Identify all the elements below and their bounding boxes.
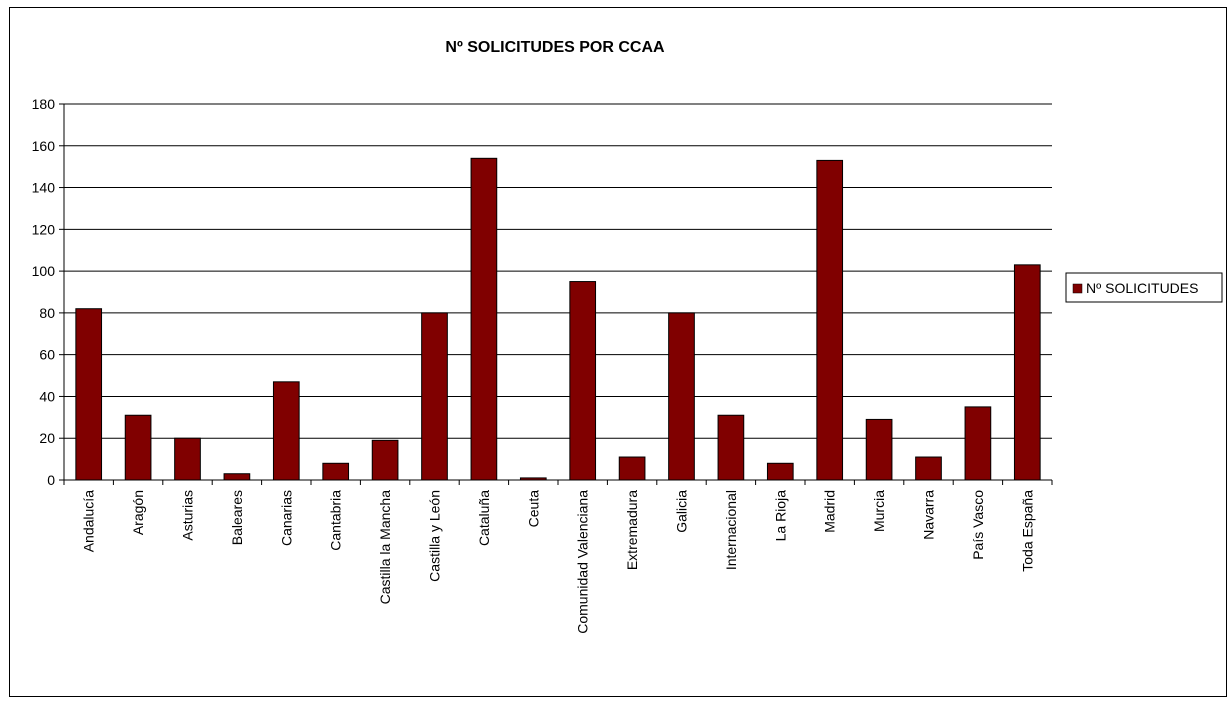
- x-tick-label: Ceuta: [525, 490, 541, 528]
- x-tick-label: Cantabria: [328, 490, 344, 551]
- x-tick-label: Baleares: [229, 490, 245, 545]
- bar: [272, 381, 300, 481]
- x-tick-label: Canarias: [278, 490, 294, 546]
- bar: [421, 312, 448, 481]
- legend: Nº SOLICITUDES: [1065, 272, 1223, 303]
- x-tick-label: Galicia: [674, 490, 690, 533]
- x-tick-label: Asturias: [180, 490, 196, 541]
- bar: [865, 418, 893, 481]
- x-tick-label: Castilla la Mancha: [377, 490, 393, 605]
- x-tick-label: Andalucía: [81, 490, 97, 552]
- bar: [569, 281, 597, 481]
- bar: [124, 414, 152, 481]
- bar: [668, 312, 695, 481]
- bar: [470, 157, 498, 481]
- bar: [223, 473, 251, 481]
- bar: [915, 456, 942, 481]
- x-tick-label: Comunidad Valenciana: [575, 490, 591, 634]
- bar: [717, 414, 745, 481]
- chart-frame: Nº SOLICITUDES POR CCAA 0 20 40 60 80 100 120 1…: [9, 7, 1227, 697]
- y-tick-label: 160: [32, 138, 56, 154]
- legend-label: Nº SOLICITUDES: [1086, 280, 1198, 296]
- axes: [63, 104, 1052, 481]
- bar: [174, 437, 201, 481]
- x-tick-label: La Rioja: [772, 490, 788, 542]
- y-tick-label: 180: [32, 96, 56, 112]
- x-tick-label: Aragón: [130, 490, 146, 535]
- y-tick-label: 140: [32, 180, 56, 196]
- y-tick-label: 20: [39, 430, 55, 446]
- bar: [816, 159, 844, 481]
- y-tick-label: 80: [39, 305, 55, 321]
- bar: [371, 439, 399, 481]
- x-tick-label: Navarra: [921, 490, 937, 540]
- x-tick-label: Madrid: [822, 490, 838, 533]
- x-tick-label: Toda España: [1019, 490, 1035, 572]
- y-tick-label: 0: [47, 472, 55, 488]
- gridlines: [64, 103, 1052, 439]
- y-tick-label: 40: [39, 388, 55, 404]
- y-tick-label: 100: [32, 263, 56, 279]
- bar: [75, 308, 103, 481]
- x-axis-ticks: Andalucía Aragón Asturias Baleares Canarias C…: [63, 480, 1053, 634]
- bars: [75, 157, 1041, 481]
- bar: [1013, 264, 1041, 481]
- legend-swatch: [1072, 283, 1083, 294]
- x-tick-label: Internacional: [723, 490, 739, 570]
- bar: [322, 462, 350, 481]
- bar: [618, 456, 646, 481]
- y-tick-label: 60: [39, 347, 55, 363]
- legend-box: [1065, 272, 1223, 303]
- x-tick-label: País Vasco: [970, 490, 986, 560]
- y-axis-ticks: 0 20 40 60 80 100 120 140 160 180: [32, 96, 64, 488]
- x-tick-label: Murcia: [871, 490, 887, 532]
- x-tick-label: Extremadura: [624, 490, 640, 570]
- chart-title: Nº SOLICITUDES POR CCAA: [445, 39, 665, 56]
- x-tick-label: Castilla y León: [427, 490, 443, 582]
- y-tick-label: 120: [32, 221, 56, 237]
- bar: [964, 406, 992, 481]
- bar: [766, 462, 794, 481]
- x-tick-label: Cataluña: [476, 490, 492, 546]
- bar-chart: Nº SOLICITUDES POR CCAA 0 20 40 60 80 100 120 1…: [32, 39, 1223, 634]
